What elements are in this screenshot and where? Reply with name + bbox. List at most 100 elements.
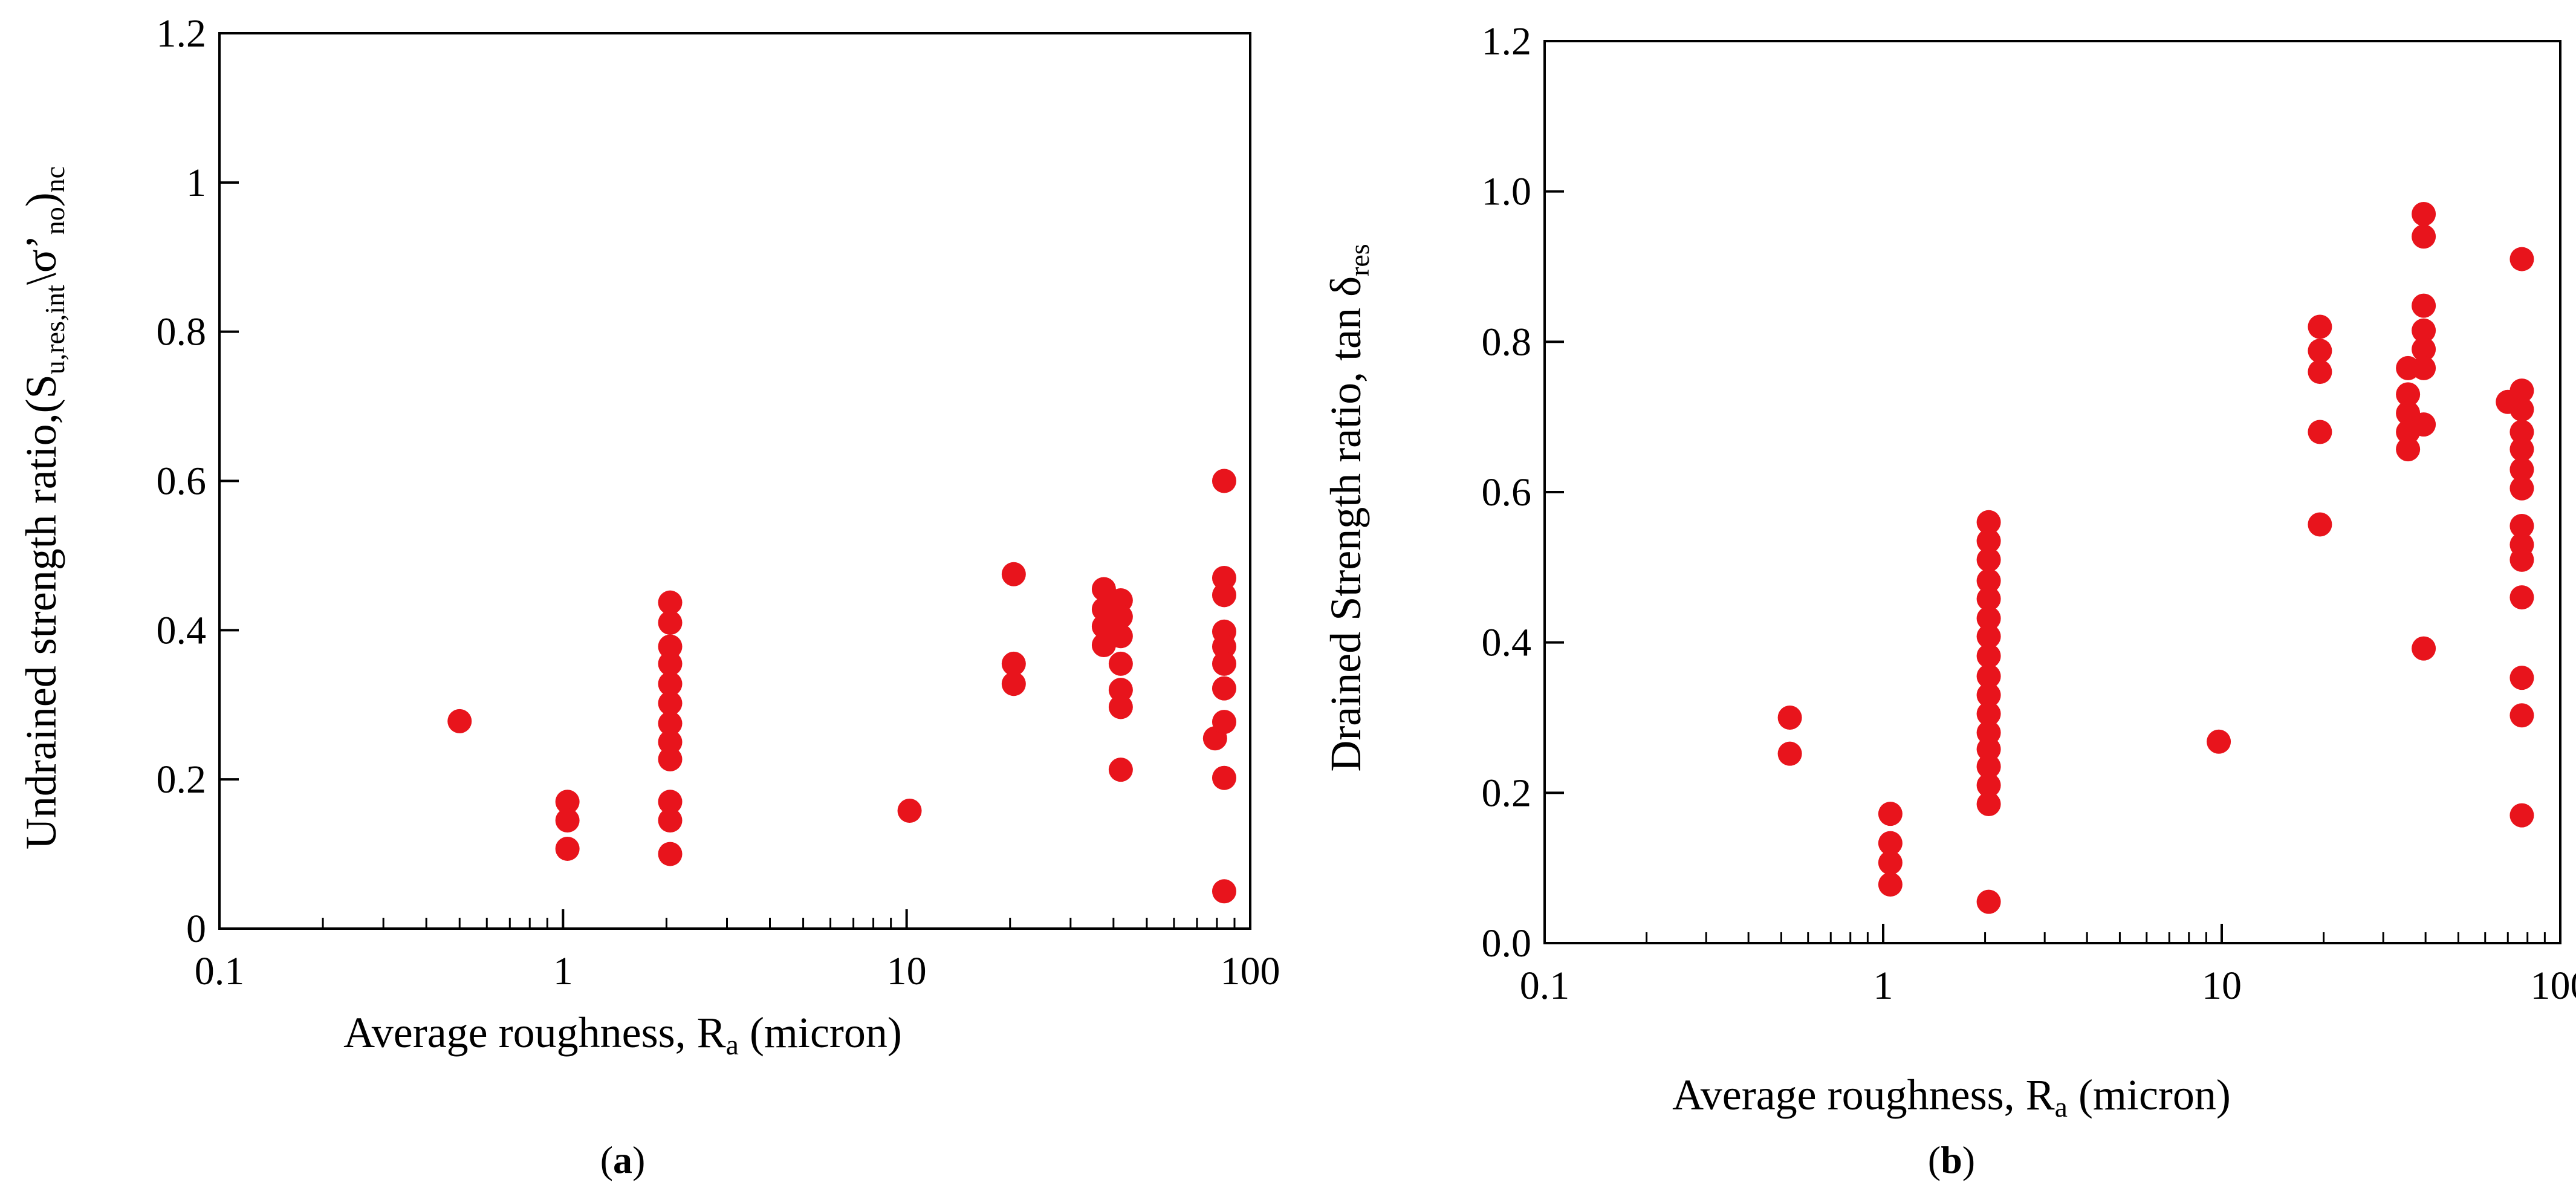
data-point-a [658, 711, 683, 736]
plot-frame-b [1543, 40, 2561, 944]
x-tick-label-a: 10 [887, 949, 927, 993]
y-tick-label-b: 0.0 [1482, 921, 1532, 965]
data-point-a [1212, 651, 1236, 676]
data-point-a [897, 799, 922, 823]
caption-a-close: ) [632, 1138, 645, 1181]
y-axis-title-a: Undrained strength ratio,(Su,res,int\σ’n… [17, 166, 70, 849]
plot-area-a: 0 0.2 0.4 0.6 0.8 1 1.2 0.1 1 10 100 [157, 11, 1280, 993]
x-title-a-main: Average roughness, R [343, 1008, 726, 1057]
data-point-b [1976, 624, 2001, 649]
data-point-a [1212, 634, 1236, 659]
data-point-b [2308, 360, 2332, 385]
y-title-a-close: ) [17, 192, 65, 207]
x-tick-label-a: 0.1 [195, 949, 245, 993]
x-tick-label-a: 1 [553, 949, 573, 993]
x-title-b-main: Average roughness, R [1672, 1071, 2055, 1119]
data-point-a [1212, 583, 1236, 608]
data-point-b [2509, 476, 2534, 501]
data-point-b [2509, 666, 2534, 690]
data-point-a [1001, 672, 1026, 696]
y-title-a-sub1: u,res,int [39, 285, 70, 374]
caption-b-letter: b [1941, 1138, 1962, 1181]
data-point-b [2308, 420, 2332, 444]
y-title-a-sub2: no [39, 207, 70, 235]
y-tick-label-a: 0.6 [157, 459, 207, 504]
data-point-a [1212, 469, 1236, 493]
data-point-b [1976, 737, 2001, 762]
data-point-a [1108, 624, 1133, 649]
data-point-b [2509, 585, 2534, 610]
data-point-b [2412, 293, 2436, 318]
y-title-b-main: Drained Strength ratio, tan δ [1322, 276, 1370, 772]
data-point-b [2509, 703, 2534, 728]
y-tick-label-a: 0.8 [157, 310, 207, 354]
data-point-a [1108, 651, 1133, 676]
x-tick-label-b: 0.1 [1520, 964, 1570, 1008]
data-point-b [1976, 568, 2001, 593]
y-axis-title-b: Drained Strength ratio, tan δres [1322, 244, 1375, 771]
data-point-b [1777, 706, 1802, 730]
data-point-a [1108, 605, 1133, 629]
panel-b: 0.0 0.2 0.4 0.6 0.8 1.0 1.2 0.1 1 10 100 Drained S… [1322, 19, 2576, 1181]
data-point-b [1976, 528, 2001, 553]
data-point-b [2509, 247, 2534, 271]
y-title-a-mid: \σ’ [17, 235, 65, 285]
y-title-a-main: Undrained strength ratio,(S [17, 374, 65, 849]
x-title-b-sub: a [2055, 1091, 2068, 1123]
caption-a: (a) [600, 1138, 646, 1181]
y-tick-label-a: 1 [186, 161, 206, 205]
data-point-b [1976, 683, 2001, 707]
data-point-b [2412, 201, 2436, 226]
data-point-b [2509, 513, 2534, 538]
data-point-b [1976, 754, 2001, 779]
y-tick-label-b: 0.4 [1482, 621, 1532, 665]
data-point-a [658, 730, 683, 755]
data-point-a [658, 790, 683, 814]
data-point-b [1976, 791, 2001, 816]
y-tick-label-a: 0.2 [157, 758, 207, 802]
plot-frame-a [218, 32, 1251, 930]
data-point-b [1976, 510, 2001, 534]
data-point-a [658, 691, 683, 716]
data-point-a [1212, 879, 1236, 904]
x-axis-title-a: Average roughness, Ra (micron) [343, 1008, 902, 1061]
data-point-b [2412, 355, 2436, 380]
data-point-b [2412, 412, 2436, 437]
caption-b-close: ) [1962, 1138, 1975, 1181]
data-point-b [2412, 636, 2436, 661]
data-point-b [1777, 741, 1802, 766]
data-point-a [1108, 758, 1133, 782]
data-point-a [658, 747, 683, 771]
data-point-b [1976, 664, 2001, 689]
x-title-a-sub: a [726, 1029, 739, 1061]
data-point-a [658, 651, 683, 676]
data-point-b [1976, 586, 2001, 611]
y-tick-label-a: 0 [186, 907, 206, 951]
data-point-a [1212, 710, 1236, 735]
data-point-b [1976, 644, 2001, 669]
y-tick-label-a: 0.4 [157, 608, 207, 652]
data-point-a [658, 634, 683, 659]
data-point-a [1212, 765, 1236, 790]
x-tick-label-b: 1 [1874, 964, 1893, 1008]
data-point-b [1976, 701, 2001, 726]
data-point-b [2308, 314, 2332, 339]
data-point-a [1001, 562, 1026, 586]
data-point-b [2396, 437, 2421, 462]
data-point-a [658, 610, 683, 635]
data-point-b [2509, 803, 2534, 828]
y-tick-label-b: 0.8 [1482, 320, 1532, 364]
x-tick-label-b: 10 [2202, 964, 2242, 1008]
x-title-a-rest: (micron) [739, 1008, 902, 1057]
y-tick-label-b: 1.0 [1482, 170, 1532, 214]
y-tick-label-b: 0.2 [1482, 771, 1532, 815]
y-title-a-sub3: nc [39, 166, 70, 192]
data-point-b [1878, 831, 1903, 855]
data-point-b [2308, 339, 2332, 363]
caption-b: (b) [1928, 1138, 1975, 1181]
data-point-b [1878, 872, 1903, 897]
data-point-a [658, 808, 683, 833]
data-point-a [658, 590, 683, 615]
data-point-b [2509, 457, 2534, 482]
data-point-b [2207, 729, 2231, 754]
